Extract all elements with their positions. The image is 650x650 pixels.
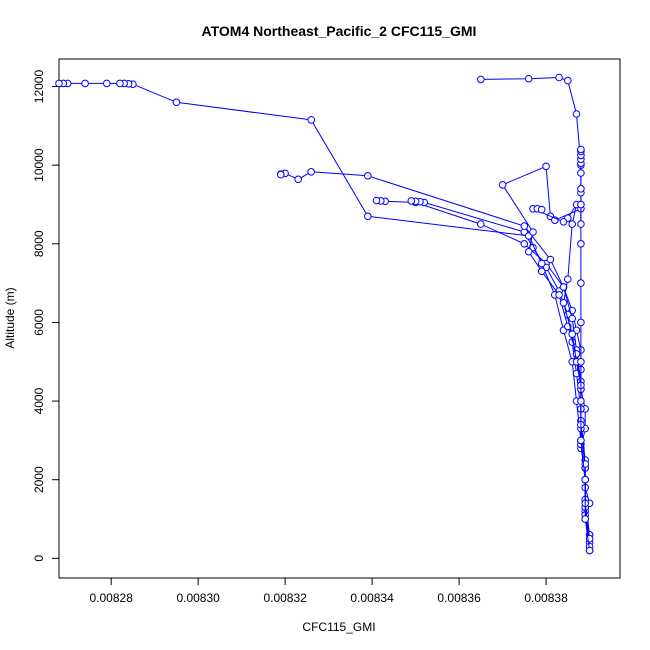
x-tick-label-1: 0.00830: [176, 591, 220, 605]
series-2: [277, 168, 594, 539]
data-point: [55, 79, 63, 88]
data-point: [537, 259, 546, 268]
data-point: [307, 168, 316, 176]
data-point: [559, 299, 568, 307]
data-point: [555, 73, 563, 82]
series-3: [55, 79, 594, 555]
data-point: [477, 220, 485, 228]
y-tick-label-0: 0: [32, 555, 46, 562]
data-point: [555, 291, 563, 299]
y-tick-label-6: 12000: [32, 70, 46, 104]
data-point: [577, 397, 585, 405]
series-6: [477, 73, 594, 555]
data-point: [568, 330, 577, 339]
series-line-5: [532, 204, 591, 539]
data-point: [172, 98, 181, 107]
data-point: [577, 279, 585, 287]
series-1: [407, 197, 594, 547]
y-tick-label-5: 10000: [32, 148, 46, 182]
x-tick-label-2: 0.00832: [263, 591, 307, 605]
data-point: [577, 318, 585, 327]
plot-frame: [58, 58, 621, 579]
x-tick-label-5: 0.00838: [524, 591, 568, 605]
data-point: [277, 170, 285, 179]
y-tick-label-4: 8000: [32, 230, 46, 257]
data-point: [524, 247, 533, 256]
data-point: [564, 76, 572, 85]
data-point: [577, 358, 585, 366]
series-line-0: [376, 200, 591, 551]
data-point: [537, 205, 546, 214]
data-point: [103, 79, 111, 88]
y-tick-label-2: 4000: [32, 387, 46, 414]
x-axis: 0.00828 0.00830 0.00832 0.00834 0.00836 0.008…: [89, 578, 568, 605]
y-tick-label-3: 6000: [32, 309, 46, 336]
data-point: [372, 196, 381, 205]
data-point: [477, 75, 485, 84]
data-point: [529, 228, 537, 236]
series-line-2: [280, 171, 591, 535]
x-tick-label-4: 0.00836: [437, 591, 481, 605]
data-point: [116, 79, 124, 88]
data-point: [577, 169, 585, 177]
data-point: [577, 185, 585, 193]
x-axis-label: CFC115_GMI: [302, 620, 375, 634]
series-line-6: [480, 76, 591, 551]
data-point: [364, 212, 372, 221]
data-point: [577, 220, 585, 228]
data-point: [546, 255, 555, 264]
y-tick-label-1: 2000: [32, 466, 46, 493]
data-point: [572, 110, 581, 118]
data-point: [581, 475, 590, 484]
series-line-1: [411, 200, 591, 543]
data-point: [407, 197, 416, 205]
chart-title: ATOM4 Northeast_Pacific_2 CFC115_GMI: [202, 23, 477, 39]
data-point: [294, 175, 303, 184]
data-point: [537, 267, 546, 276]
y-axis-label: Altitude (m): [3, 287, 17, 348]
data-point: [577, 240, 585, 248]
x-tick-label-3: 0.00834: [350, 591, 394, 605]
data-point: [520, 222, 529, 230]
data-point: [559, 218, 568, 226]
data-point: [498, 181, 507, 189]
series-7: [577, 145, 585, 228]
series-line-3: [59, 82, 591, 551]
data-point: [364, 172, 372, 180]
series-0: [372, 196, 594, 555]
data-point: [572, 350, 581, 358]
data-point: [577, 200, 585, 209]
data-point: [81, 79, 89, 88]
x-tick-label-0: 0.00828: [89, 591, 133, 605]
data-point: [520, 240, 529, 248]
series-group: [55, 73, 594, 555]
data-point: [568, 314, 577, 323]
y-axis: 0 2000 4000 6000 8000 10000 12000: [32, 70, 59, 562]
data-point: [568, 220, 577, 228]
data-point: [581, 515, 590, 523]
data-point: [585, 546, 594, 555]
data-point: [542, 162, 550, 171]
data-point: [524, 74, 533, 83]
data-point: [307, 116, 316, 124]
data-point: [577, 436, 585, 445]
data-point: [577, 145, 585, 154]
data-point: [564, 275, 572, 284]
